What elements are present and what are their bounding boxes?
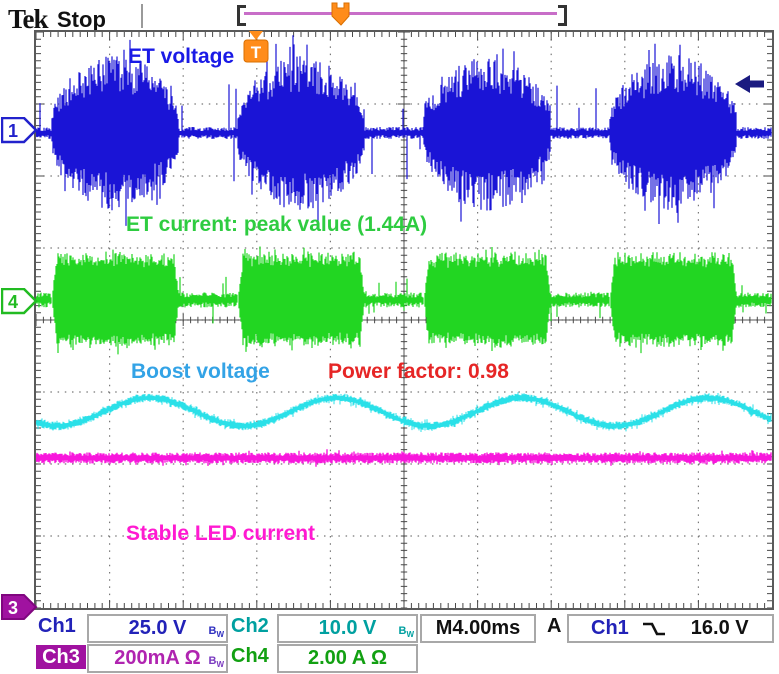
svg-text:T: T — [251, 43, 262, 62]
annotation-led-current: Stable LED current — [126, 522, 316, 545]
timebase-readout: M 4.00ms — [420, 614, 536, 643]
timebase-prefix: M — [435, 617, 453, 639]
trigger-point-flag-icon: T — [243, 31, 269, 63]
ch2-bandwidth-icon: BW — [398, 625, 414, 639]
ch2-scale-readout: 10.0 V BW — [277, 614, 418, 643]
record-trigger-position-icon — [331, 2, 350, 26]
ch4-label: Ch4 — [231, 645, 269, 667]
ch1-bandwidth-icon: BW — [208, 625, 224, 639]
trigger-prefix-label: A — [547, 615, 562, 637]
record-window-left-bracket — [237, 5, 246, 26]
trigger-level-value: 16.0 V — [690, 617, 749, 639]
ch1-ground-marker: 1 — [1, 117, 38, 144]
falling-edge-icon — [642, 622, 665, 635]
header-divider — [141, 4, 143, 28]
waveform-display — [34, 30, 774, 610]
acquisition-state: Stop — [57, 7, 106, 32]
record-view-bar — [244, 12, 557, 15]
ch4-scale-value: 2.00 A Ω — [307, 647, 388, 669]
ch1-scale-value: 25.0 V — [128, 617, 187, 639]
tek-logo: Tek — [8, 4, 49, 34]
annotation-et-current: ET current: peak value (1.44A) — [126, 213, 428, 236]
ch3-label-badge: Ch3 — [36, 645, 86, 669]
svg-text:1: 1 — [8, 121, 18, 141]
trigger-readout: Ch1 16.0 V — [567, 614, 774, 643]
ch3-scale-readout: 200mA Ω BW — [87, 644, 228, 673]
annotation-power-factor: Power factor: 0.98 — [328, 360, 509, 383]
ch2-label: Ch2 — [231, 615, 269, 637]
ch4-scale-readout: 2.00 A Ω — [277, 644, 418, 673]
ch3-scale-value: 200mA Ω — [114, 647, 201, 669]
svg-text:3: 3 — [8, 598, 18, 618]
annotation-et-voltage: ET voltage — [128, 45, 235, 68]
ch3-bandwidth-icon: BW — [208, 655, 224, 669]
annotation-boost-voltage: Boost voltage — [131, 360, 270, 383]
ch1-label: Ch1 — [38, 615, 76, 637]
trigger-level-arrow-icon — [735, 75, 764, 93]
ch2-scale-value: 10.0 V — [318, 617, 377, 639]
trigger-source-value: Ch1 — [591, 617, 629, 639]
ch1-scale-readout: 25.0 V BW — [87, 614, 228, 643]
svg-text:4: 4 — [8, 292, 18, 312]
timebase-value: 4.00ms — [452, 617, 521, 639]
ch3-ground-marker: 3 — [1, 594, 38, 620]
record-window-right-bracket — [558, 5, 567, 26]
ch4-ground-marker: 4 — [1, 288, 38, 315]
waveform-svg — [35, 31, 772, 609]
